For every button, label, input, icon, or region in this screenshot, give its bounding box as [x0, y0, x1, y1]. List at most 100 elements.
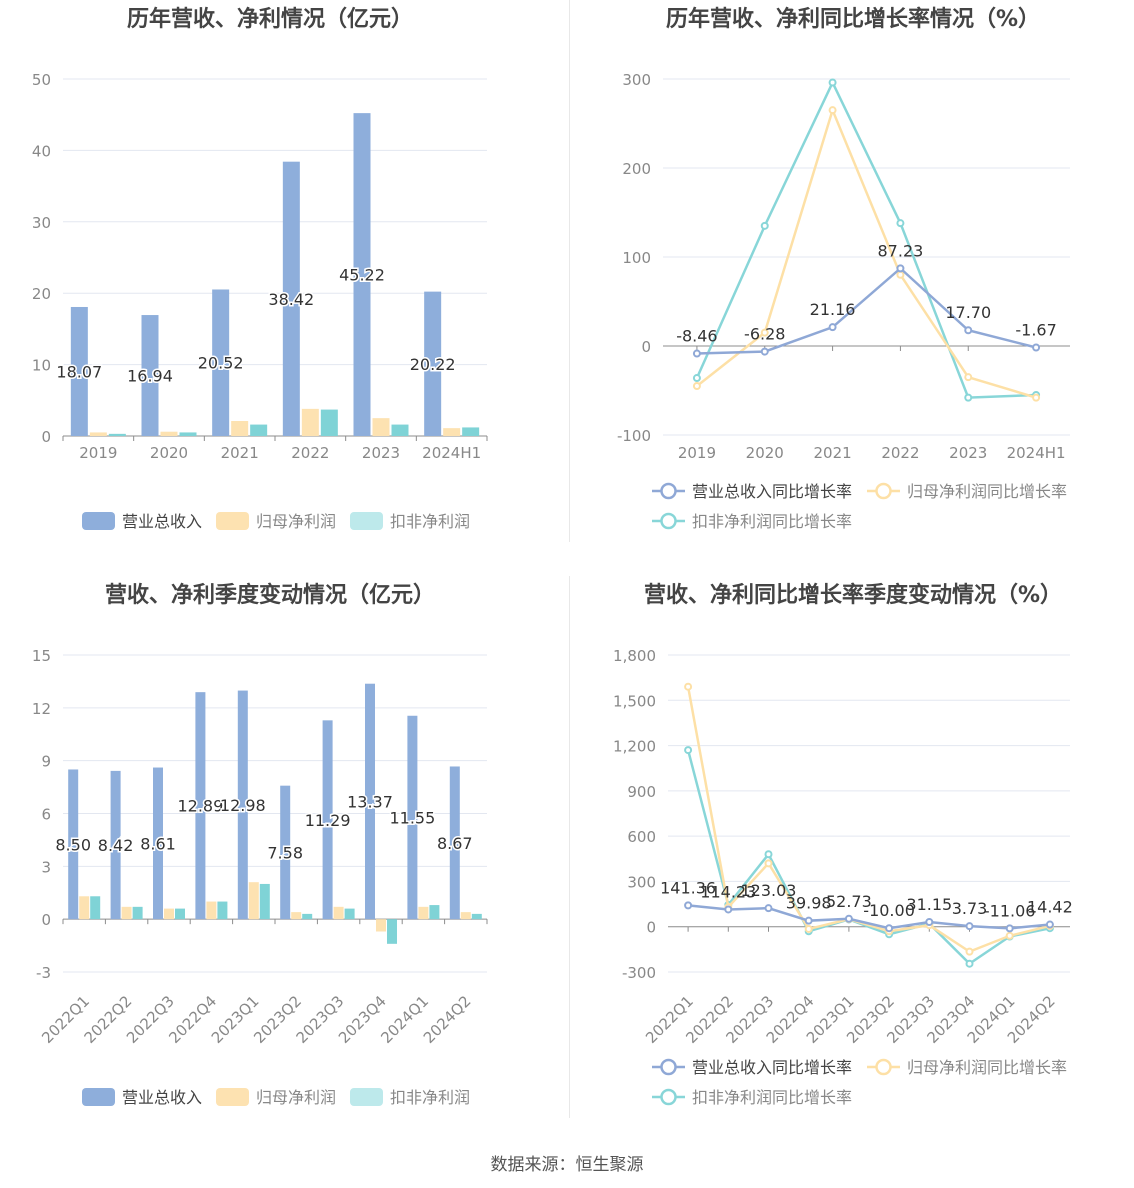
- bar-2: [90, 896, 101, 920]
- series-line-2: [686, 749, 1051, 966]
- y-tick-label: 12: [32, 700, 51, 718]
- bar-2: [387, 919, 397, 944]
- legend-swatch: [82, 512, 115, 530]
- line-value-label: 14.42: [1027, 898, 1073, 917]
- y-tick-label: 200: [622, 160, 651, 178]
- bar-1: [443, 428, 461, 436]
- bar-value-label: 7.58: [267, 843, 303, 862]
- line-value-label: -11.06: [984, 901, 1036, 920]
- legend-swatch-marker: [875, 1058, 892, 1076]
- legend-label: 营业总收入同比增长率: [692, 482, 852, 501]
- series-point-0: [724, 905, 733, 914]
- series-point-2: [764, 850, 773, 859]
- bar-2: [302, 913, 313, 920]
- series-point-0: [965, 922, 974, 931]
- series-point-1: [1032, 393, 1041, 402]
- line-value-label: 52.73: [826, 892, 872, 911]
- x-category-label: 2023: [949, 444, 987, 462]
- x-category-label: 2020: [150, 444, 188, 462]
- y-tick-label: -300: [622, 964, 656, 982]
- bar-value-label: 18.07: [56, 362, 102, 381]
- x-category-label: 2021: [221, 444, 259, 462]
- series-point-0: [1005, 924, 1014, 933]
- chart-title: 营收、净利同比增长率季度变动情况（%）: [644, 582, 1062, 608]
- bar-1: [160, 431, 178, 436]
- bar-2: [132, 906, 143, 920]
- bar-1: [164, 908, 174, 920]
- annual-revenue-profit-chart: 历年营收、净利情况（亿元） 50 40 30 20 10 0 2019 2020 2021 2022…: [0, 0, 567, 575]
- series-point-0: [692, 349, 701, 358]
- bar-2: [259, 883, 270, 920]
- x-category-label: 2022: [881, 444, 919, 462]
- bar-1: [291, 912, 302, 920]
- line-value-label: -6.28: [744, 325, 785, 344]
- line-value-label: 21.16: [810, 300, 856, 319]
- y-tick-label: 100: [622, 249, 651, 267]
- y-tick-label: 1,800: [613, 647, 656, 665]
- y-tick-label: 300: [627, 873, 656, 891]
- y-tick-label: 1,500: [613, 692, 656, 710]
- x-category-label: 2024H1: [422, 444, 481, 462]
- data-source: 数据来源：恒生聚源: [490, 1155, 644, 1175]
- bar-2: [108, 433, 126, 436]
- y-tick-label: 3: [41, 858, 51, 876]
- legend-swatch-marker: [660, 1088, 677, 1106]
- bar-0: [353, 113, 371, 436]
- bar-2: [462, 427, 480, 436]
- series-point-0: [896, 264, 905, 273]
- y-tick-label: 0: [41, 911, 51, 929]
- series-line-1: [686, 686, 1051, 954]
- x-category-label: 2024H1: [1007, 444, 1066, 462]
- bar-value-label: 8.42: [98, 836, 134, 855]
- x-category-label: 2023: [362, 444, 400, 462]
- legend-label: 归母净利润同比增长率: [907, 482, 1067, 501]
- legend-label: 归母净利润: [256, 1088, 336, 1107]
- series-point-0: [1045, 920, 1054, 929]
- x-category-label: 2024Q2: [420, 992, 475, 1047]
- bar-2: [179, 432, 197, 436]
- y-tick-label: 0: [646, 919, 656, 937]
- line-value-label: 3.73: [952, 899, 988, 918]
- bar-0: [449, 766, 460, 920]
- legend-swatch: [350, 512, 383, 530]
- bar-0: [322, 720, 333, 920]
- bar-2: [429, 905, 440, 920]
- legend-swatch: [216, 512, 249, 530]
- legend-label: 扣非净利润同比增长率: [692, 512, 852, 531]
- series-point-2: [828, 78, 837, 87]
- legend-swatch: [216, 1088, 249, 1106]
- legend-swatch-marker: [660, 512, 677, 530]
- bar-0: [365, 683, 375, 920]
- y-tick-label: 0: [41, 428, 51, 446]
- series-line-0: [696, 266, 1037, 355]
- legend-swatch: [82, 1088, 115, 1106]
- column-divider-bottom: [569, 576, 570, 1118]
- series-point-0: [925, 918, 934, 927]
- series-point-1: [764, 859, 773, 868]
- series-point-2: [684, 746, 693, 755]
- legend-swatch-marker: [875, 482, 892, 500]
- y-tick-label: 1,200: [613, 738, 656, 756]
- chart-svg: 历年营收、净利同比增长率情况（%） 300 200 100 0 -100 2019 2020 2…: [617, 6, 1070, 531]
- series-point-1: [964, 373, 973, 382]
- chart-svg: 历年营收、净利情况（亿元） 50 40 30 20 10 0 2019 2020 2021 2022…: [32, 6, 488, 531]
- x-category-label: 2021: [813, 444, 851, 462]
- legend-label: 营业总收入: [122, 512, 202, 531]
- line-value-label: 114.23: [700, 882, 756, 901]
- bar-2: [344, 908, 355, 920]
- bar-value-label: 20.22: [410, 355, 456, 374]
- bar-2: [471, 913, 482, 920]
- bar-value-label: 38.42: [268, 290, 314, 309]
- series-point-2: [896, 219, 905, 228]
- series-point-0: [885, 924, 894, 933]
- y-tick-label: 900: [627, 783, 656, 801]
- bar-value-label: 13.37: [347, 792, 393, 811]
- y-tick-label: 300: [622, 71, 651, 89]
- bar-value-label: 20.52: [198, 354, 244, 373]
- series-point-2: [965, 959, 974, 968]
- series-point-0: [804, 916, 813, 925]
- legend-label: 营业总收入同比增长率: [692, 1058, 852, 1077]
- bar-2: [250, 424, 268, 436]
- bar-1: [248, 882, 259, 920]
